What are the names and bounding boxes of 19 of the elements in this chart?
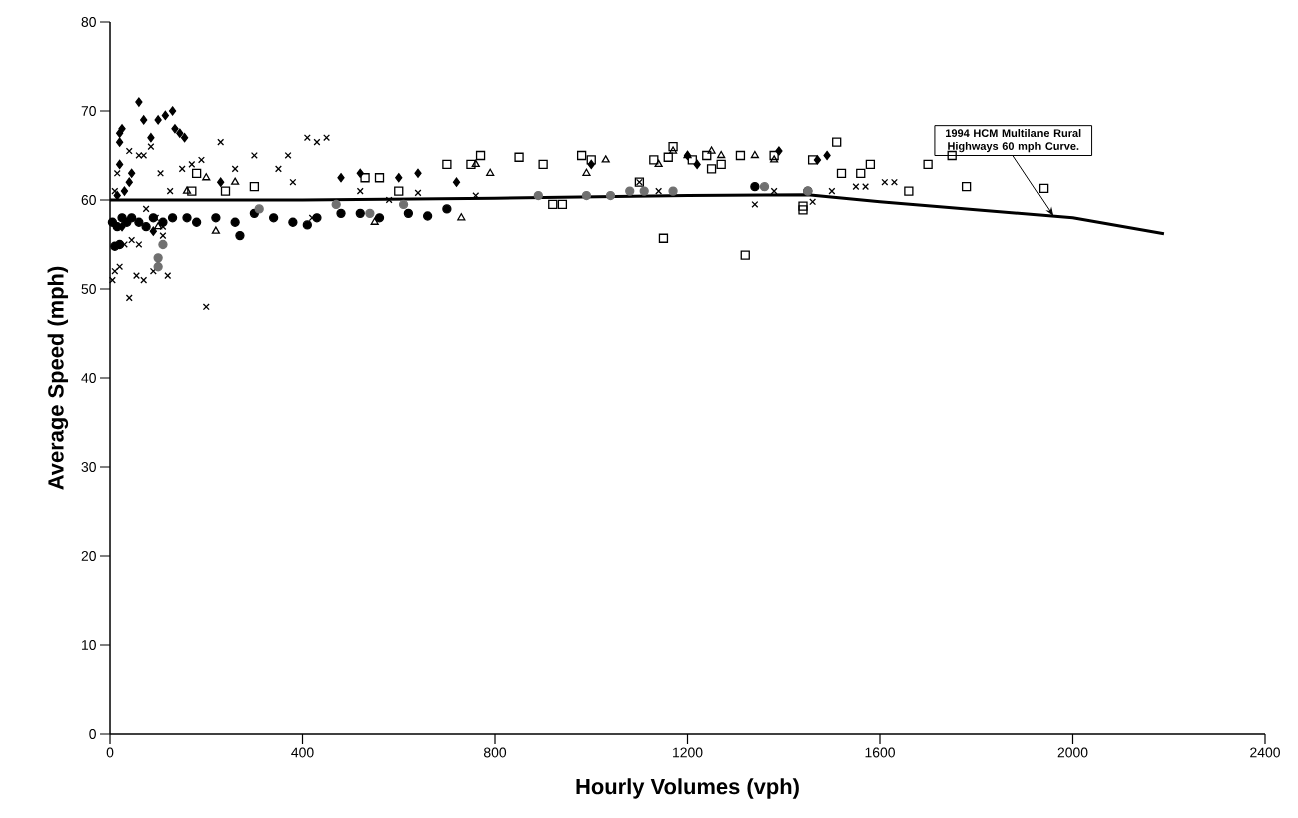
y-tick-label: 80 <box>81 17 96 27</box>
y-tick-label: 30 <box>81 462 96 472</box>
y-axis-title: Average Speed (mph) <box>47 266 69 490</box>
y-tick-label: 10 <box>82 640 96 650</box>
y-tick-label: 20 <box>81 551 96 561</box>
x-tick-label: 2000 <box>1057 747 1088 758</box>
x-axis-title: Hourly Volumes (vph) <box>576 778 799 799</box>
y-tick-label: 40 <box>81 373 96 383</box>
y-tick-label: 70 <box>81 106 96 116</box>
y-tick-label: 50 <box>81 284 96 294</box>
x-tick-label: 1200 <box>673 747 703 758</box>
x-tick-label: 0 <box>106 747 114 758</box>
y-tick-label: 0 <box>89 729 96 739</box>
x-tick-label: 800 <box>483 747 507 758</box>
x-tick-label: 1600 <box>865 747 895 758</box>
x-tick-label: 2400 <box>1250 747 1280 758</box>
x-tick-label: 400 <box>291 747 314 758</box>
annotation: 1994 HCM Multilane Rural Highways 60 mph Curve. <box>946 128 1081 153</box>
y-tick-label: 60 <box>81 195 96 205</box>
